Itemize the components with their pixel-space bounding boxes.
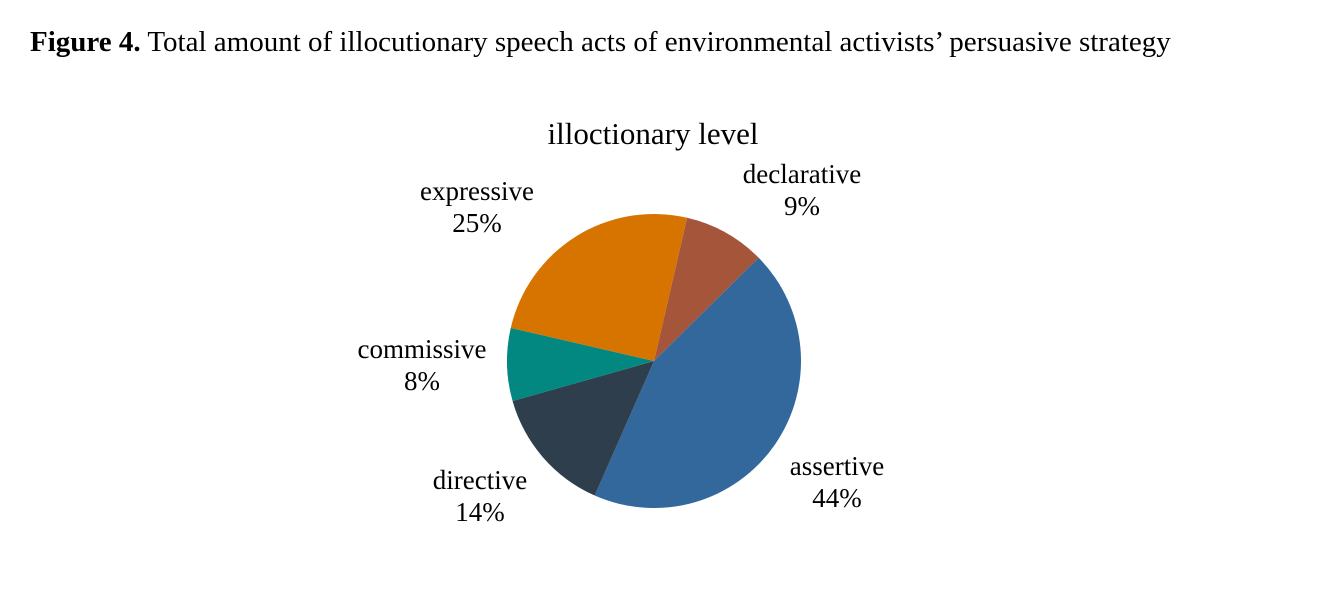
slice-percent: 14%: [455, 497, 505, 527]
pie-chart: [507, 214, 801, 508]
slice-label-directive: directive 14%: [433, 464, 527, 528]
slice-name: expressive: [420, 176, 534, 206]
figure-number: Figure 4.: [30, 26, 141, 58]
slice-name: assertive: [789, 451, 885, 481]
figure-caption-text: Total amount of illocutionary speech act…: [147, 26, 1171, 58]
slice-label-expressive: expressive 25%: [420, 175, 534, 239]
slice-percent: 25%: [452, 208, 502, 238]
slice-percent: 44%: [812, 483, 862, 513]
chart-title: illoctionary level: [547, 116, 759, 151]
slice-percent: 9%: [783, 191, 820, 221]
pie-slice-declarative: [654, 217, 759, 361]
slice-label-commissive: commissive 8%: [358, 333, 487, 397]
pie-slice-directive: [512, 361, 654, 496]
slice-label-assertive: assertive 44%: [790, 450, 884, 514]
slice-name: directive: [432, 465, 528, 495]
pie-slice-assertive: [594, 257, 801, 508]
slice-label-declarative: declarative 9%: [743, 158, 861, 222]
slice-name: declarative: [742, 159, 862, 189]
pie-slice-expressive: [510, 214, 688, 361]
slice-percent: 8%: [404, 366, 440, 396]
figure-caption: Figure 4. Total amount of illocutionary …: [30, 26, 1171, 59]
slice-name: commissive: [357, 334, 487, 364]
pie-slice-commissive: [507, 327, 654, 402]
